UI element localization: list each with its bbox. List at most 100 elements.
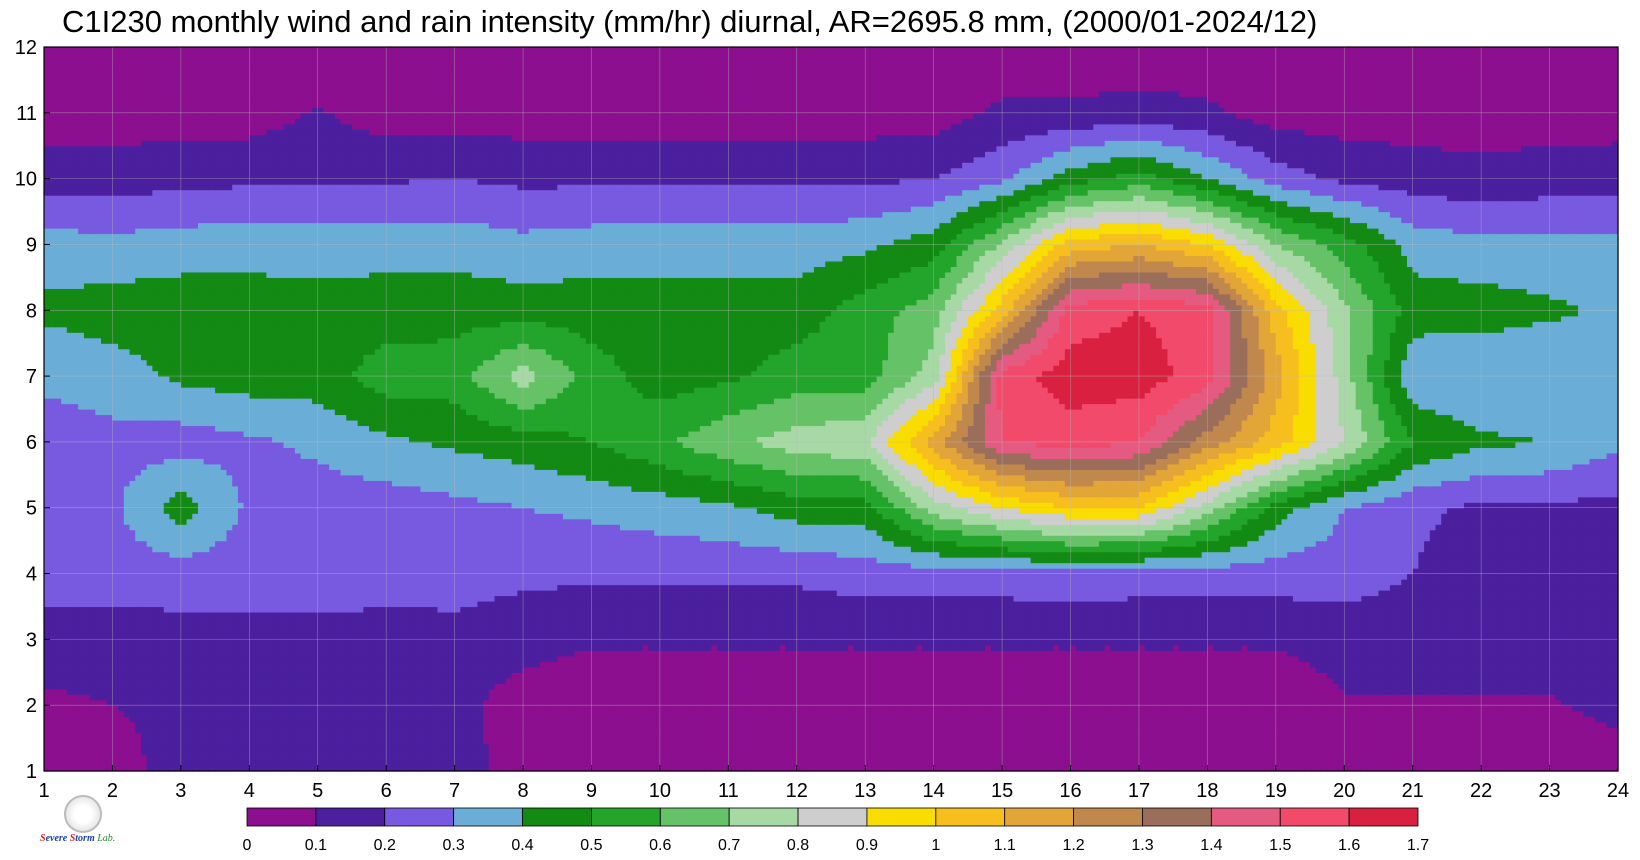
contour-cell bbox=[449, 744, 455, 750]
contour-cell bbox=[272, 755, 278, 761]
contour-cell bbox=[797, 744, 803, 750]
contour-cell bbox=[1167, 722, 1173, 728]
contour-cell bbox=[945, 722, 951, 728]
contour-cell bbox=[61, 749, 67, 755]
contour-cell bbox=[1378, 738, 1384, 744]
contour-cell bbox=[956, 716, 962, 722]
contour-cell bbox=[1287, 722, 1293, 728]
contour-cell bbox=[854, 716, 860, 722]
contour-cell bbox=[380, 716, 386, 722]
contour-cell bbox=[854, 711, 860, 717]
contour-cell bbox=[90, 760, 96, 766]
contour-cell bbox=[1510, 749, 1516, 755]
contour-cell bbox=[141, 749, 147, 755]
contour-cell bbox=[974, 744, 980, 750]
contour-cell bbox=[95, 738, 101, 744]
contour-cell bbox=[922, 749, 928, 755]
contour-cell bbox=[1247, 711, 1253, 717]
contour-cell bbox=[1595, 738, 1601, 744]
contour-cell bbox=[534, 711, 540, 717]
contour-cell bbox=[369, 722, 375, 728]
contour-cell bbox=[455, 733, 461, 739]
contour-cell bbox=[1139, 711, 1145, 717]
contour-cell bbox=[1453, 727, 1459, 733]
contour-cell bbox=[1253, 744, 1259, 750]
contour-cell bbox=[1230, 722, 1236, 728]
contour-cell bbox=[1088, 738, 1094, 744]
contour-cell bbox=[666, 755, 672, 761]
contour-cell bbox=[1424, 738, 1430, 744]
contour-cell bbox=[95, 727, 101, 733]
contour-cell bbox=[1036, 727, 1042, 733]
contour-cell bbox=[84, 727, 90, 733]
contour-cell bbox=[1225, 733, 1231, 739]
contour-cell bbox=[346, 733, 352, 739]
contour-cell bbox=[1418, 716, 1424, 722]
contour-cell bbox=[694, 760, 700, 766]
contour-cell bbox=[1498, 760, 1504, 766]
contour-cell bbox=[649, 744, 655, 750]
contour-cell bbox=[284, 711, 290, 717]
contour-cell bbox=[820, 733, 826, 739]
contour-cell bbox=[358, 760, 364, 766]
contour-cell bbox=[780, 733, 786, 739]
contour-cell bbox=[1430, 760, 1436, 766]
contour-cell bbox=[1036, 711, 1042, 717]
contour-cell bbox=[1470, 749, 1476, 755]
contour-cell bbox=[1105, 749, 1111, 755]
contour-cell bbox=[363, 749, 369, 755]
contour-cell bbox=[443, 722, 449, 728]
contour-cell bbox=[728, 755, 734, 761]
contour-cell bbox=[1225, 727, 1231, 733]
contour-cell bbox=[449, 749, 455, 755]
contour-cell bbox=[609, 744, 615, 750]
contour-cell bbox=[523, 711, 529, 717]
contour-cell bbox=[1236, 738, 1242, 744]
contour-cell bbox=[1561, 727, 1567, 733]
contour-cell bbox=[1390, 738, 1396, 744]
contour-cell bbox=[169, 727, 175, 733]
contour-cell bbox=[1293, 722, 1299, 728]
contour-cell bbox=[1042, 755, 1048, 761]
contour-cell bbox=[597, 722, 603, 728]
contour-cell bbox=[529, 733, 535, 739]
contour-cell bbox=[700, 716, 706, 722]
contour-cell bbox=[591, 738, 597, 744]
contour-cell bbox=[1219, 722, 1225, 728]
contour-cell bbox=[825, 744, 831, 750]
contour-cell bbox=[369, 755, 375, 761]
contour-cell bbox=[1019, 744, 1025, 750]
contour-cell bbox=[1247, 760, 1253, 766]
contour-cell bbox=[1145, 722, 1151, 728]
contour-cell bbox=[1008, 738, 1014, 744]
contour-cell bbox=[1093, 727, 1099, 733]
contour-cell bbox=[791, 733, 797, 739]
contour-cell bbox=[198, 722, 204, 728]
contour-cell bbox=[717, 733, 723, 739]
contour-cell bbox=[1361, 733, 1367, 739]
contour-cell bbox=[369, 733, 375, 739]
contour-cell bbox=[888, 711, 894, 717]
contour-cell bbox=[1487, 733, 1493, 739]
contour-cell bbox=[734, 727, 740, 733]
contour-cell bbox=[1418, 738, 1424, 744]
contour-cell bbox=[580, 755, 586, 761]
contour-cell bbox=[1242, 716, 1248, 722]
contour-cell bbox=[1367, 744, 1373, 750]
contour-cell bbox=[147, 733, 153, 739]
contour-cell bbox=[1276, 722, 1282, 728]
contour-cell bbox=[181, 744, 187, 750]
contour-cell bbox=[1555, 760, 1561, 766]
contour-cell bbox=[899, 760, 905, 766]
contour-cell bbox=[728, 744, 734, 750]
contour-cell bbox=[284, 744, 290, 750]
contour-cell bbox=[181, 733, 187, 739]
contour-cell bbox=[1162, 716, 1168, 722]
contour-cell bbox=[255, 716, 261, 722]
contour-cell bbox=[1550, 738, 1556, 744]
contour-cell bbox=[763, 744, 769, 750]
contour-cell bbox=[1190, 755, 1196, 761]
contour-cell bbox=[1504, 733, 1510, 739]
contour-cell bbox=[717, 755, 723, 761]
contour-cell bbox=[1304, 749, 1310, 755]
